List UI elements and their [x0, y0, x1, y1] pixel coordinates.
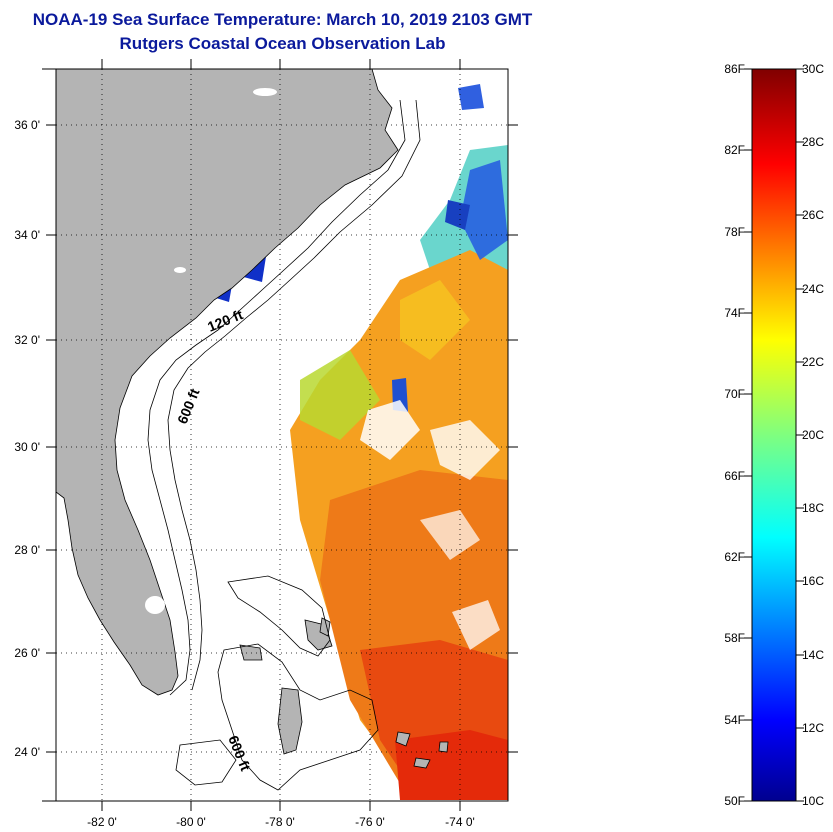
colorbar-f-label: 62F: [724, 550, 745, 564]
colorbar-f-label: 78F: [724, 225, 745, 239]
colorbar-f-label: 54F: [724, 713, 745, 727]
colorbar-f-label: 66F: [724, 469, 745, 483]
colorbar-c-label: 16C: [802, 574, 824, 588]
colorbar-c-label: 10C: [802, 794, 824, 808]
latitude-labels: 36 0' 34 0' 32 0' 30 0' 28 0' 26 0' 24 0…: [14, 118, 40, 759]
colorbar-c-label: 18C: [802, 501, 824, 515]
colorbar-c-label: 28C: [802, 135, 824, 149]
lat-label: 26 0': [14, 646, 40, 660]
colorbar-c-label: 26C: [802, 208, 824, 222]
colorbar-f-label: 70F: [724, 387, 745, 401]
map-title: NOAA-19 Sea Surface Temperature: March 1…: [32, 10, 533, 29]
lakes: [121, 88, 277, 614]
colorbar-c-label: 30C: [802, 62, 824, 76]
lat-label: 24 0': [14, 745, 40, 759]
lon-label: -78 0': [265, 815, 295, 829]
colorbar-c-label: 24C: [802, 282, 824, 296]
sst-field: [216, 84, 508, 800]
colorbar-f-label: 50F: [724, 794, 745, 808]
colorbar: 86F 82F 78F 74F 70F 66F 62F 58F 54F 50F …: [724, 62, 824, 808]
map-subtitle: Rutgers Coastal Ocean Observation Lab: [119, 34, 446, 53]
isobath-contours: [147, 99, 421, 791]
colorbar-c-label: 22C: [802, 355, 824, 369]
map-frame: [55, 68, 509, 802]
colorbar-c-label: 12C: [802, 721, 824, 735]
colorbar-c-label: 20C: [802, 428, 824, 442]
longitude-labels: -82 0' -80 0' -78 0' -76 0' -74 0': [87, 815, 475, 829]
colorbar-f-label: 58F: [724, 631, 745, 645]
isobath-label-120ft: 120 ft: [205, 306, 245, 335]
lon-label: -76 0': [355, 815, 385, 829]
isobath-label-600ft-south: 600 ft: [225, 733, 254, 773]
land: [56, 69, 399, 755]
lon-label: -80 0': [176, 815, 206, 829]
axis-ticks: [42, 59, 518, 811]
colorbar-f-label: 86F: [724, 62, 745, 76]
isobath-label-600ft: 600 ft: [174, 386, 203, 426]
grid-lines: [56, 69, 508, 801]
lat-label: 32 0': [14, 333, 40, 347]
colorbar-c-label: 14C: [802, 648, 824, 662]
colorbar-f-label: 74F: [724, 306, 745, 320]
lat-label: 30 0': [14, 440, 40, 454]
lat-label: 28 0': [14, 543, 40, 557]
lat-label: 34 0': [14, 228, 40, 242]
lat-label: 36 0': [14, 118, 40, 132]
colorbar-gradient: [751, 68, 797, 802]
colorbar-f-label: 82F: [724, 143, 745, 157]
lon-label: -82 0': [87, 815, 117, 829]
lon-label: -74 0': [445, 815, 475, 829]
